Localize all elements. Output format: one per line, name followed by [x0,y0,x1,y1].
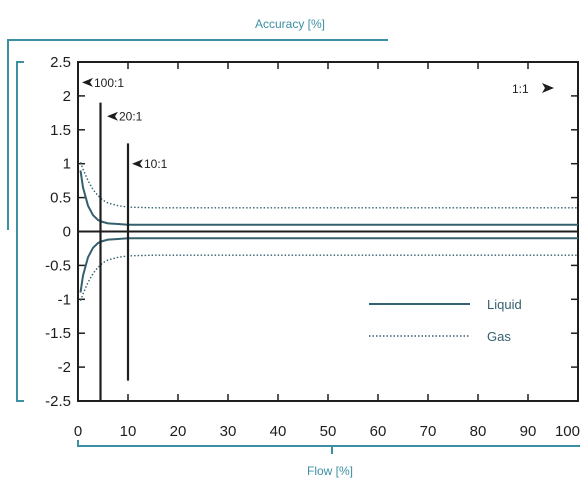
left-arrow-icon [82,77,93,87]
x-tick-label: 20 [170,423,187,440]
left-arrow-icon [107,111,118,121]
x-tick-label: 10 [120,423,137,440]
x-tick-label: 0 [74,423,82,440]
x-tick-label: 100 [555,423,580,440]
left-arrow-icon [132,159,143,169]
legend: Liquid Gas [369,297,522,344]
y-tick-label: 1 [63,156,71,173]
legend-label-gas: Gas [487,329,511,344]
y-tick-label: -2.5 [45,393,71,410]
series-liquid-upper [79,170,578,226]
y-tick-labels: 2.5 2 1.5 1 0.5 0 -0.5 -1 -1.5 -2 -2.5 [45,54,71,410]
y-tick-label: 0.5 [50,190,71,207]
y-tick-label: 2.5 [50,54,71,71]
y-tick-label: -1 [58,291,71,308]
x-tick-label: 70 [420,423,437,440]
turndown-label: 10:1 [144,157,168,171]
y-tick-label: -2 [58,359,71,376]
turndown-label: 20:1 [119,110,143,124]
x-tick-label: 60 [370,423,387,440]
legend-label-liquid: Liquid [487,297,522,312]
axis-brackets [7,39,580,454]
axis-ticks [77,61,579,402]
y-range-bracket [16,61,24,402]
x-tick-labels: 0 10 20 30 40 50 60 70 80 90 100 [74,423,580,440]
series-gas-lower [79,254,578,301]
turndown-markers: 100:1 20:1 10:1 [82,76,168,401]
turndown-label: 100:1 [94,76,124,90]
series-liquid-lower [79,237,578,293]
range-label-group: 1:1 [512,82,554,96]
y-axis-title: Accuracy [%] [255,17,325,31]
x-tick-label: 80 [470,423,487,440]
series-gas-upper [79,162,578,209]
y-tick-label: -1.5 [45,325,71,342]
series-layer [78,162,578,301]
x-tick-label: 90 [520,423,537,440]
y-tick-label: 0 [63,224,71,241]
x-tick-label: 50 [320,423,337,440]
y-tick-label: 1.5 [50,122,71,139]
x-title-bracket [77,440,580,447]
right-arrow-icon [542,83,554,93]
y-title-bracket [7,39,388,230]
x-tick-label: 40 [270,423,287,440]
x-tick-label: 30 [220,423,237,440]
y-tick-label: 2 [63,88,71,105]
range-label: 1:1 [512,82,529,96]
y-tick-label: -0.5 [45,257,71,274]
x-axis-title: Flow [%] [307,464,353,478]
